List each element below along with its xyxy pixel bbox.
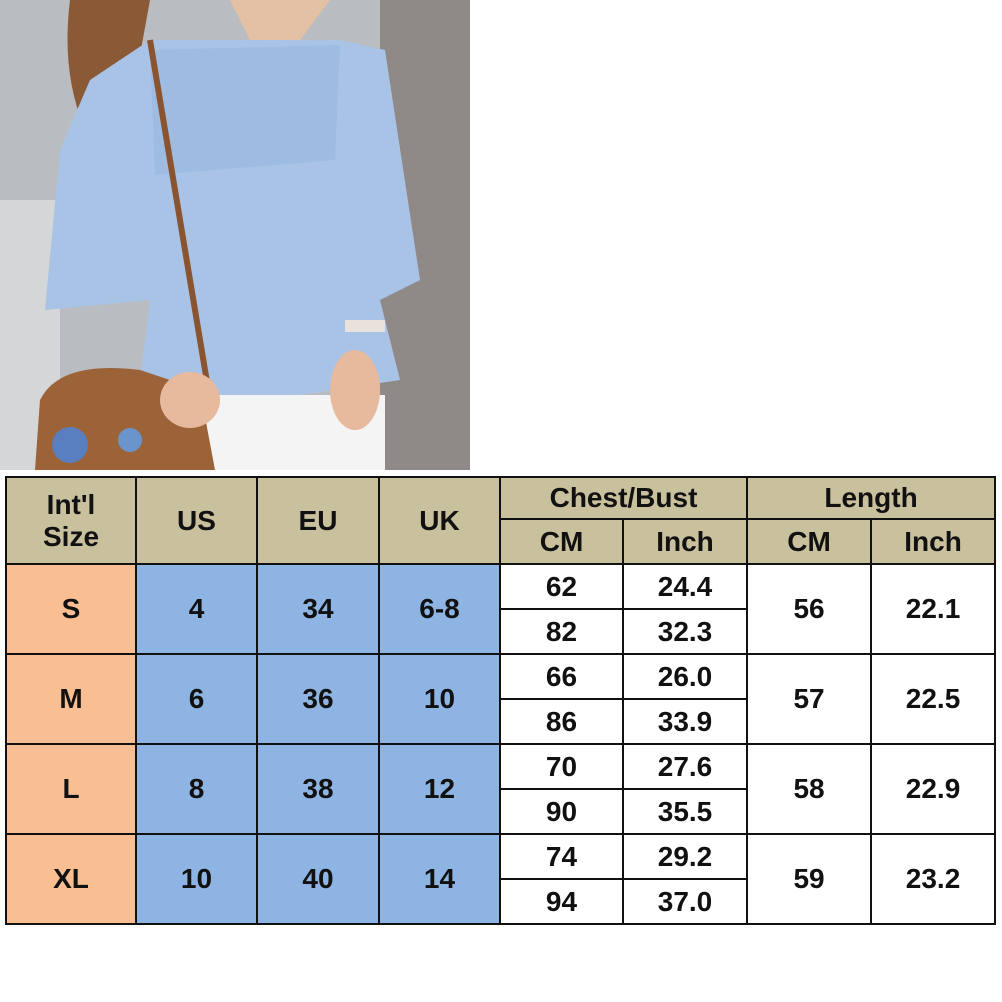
cell-us: 8 [135,743,258,835]
header-eu: EU [256,476,380,565]
cell-us: 10 [135,833,258,925]
header-us: US [135,476,258,565]
cell-uk: 10 [378,653,501,745]
cell-chest-inch: 24.4 [621,563,749,610]
cell-size: XL [5,833,137,925]
cell-chest-inch: 32.3 [621,608,749,655]
header-intl-size: Int'l Size [5,476,137,565]
cell-chest-inch: 26.0 [621,653,749,700]
cell-size: M [5,653,137,745]
cell-chest-cm: 62 [499,563,624,610]
cell-length-inch: 22.5 [870,653,997,745]
header-chest-inch: Inch [621,518,749,565]
table-row: 94 37.0 [6,878,995,925]
cell-chest-cm: 70 [499,743,624,790]
header-chest-cm: CM [499,518,624,565]
cell-us: 4 [135,563,258,655]
cell-us: 6 [135,653,258,745]
table-row: 82 32.3 [6,608,995,655]
product-photo [0,0,470,470]
cell-chest-inch: 37.0 [621,878,749,925]
header-length-cm: CM [746,518,873,565]
cell-length-inch: 23.2 [870,833,997,925]
header-uk: UK [378,476,501,565]
table-row: S 4 34 6-8 62 24.4 56 22.1 [5,563,997,655]
cell-length-inch: 22.1 [870,563,997,655]
table-row: 90 35.5 [6,788,995,835]
table-row: M 6 36 10 66 26.0 57 22.5 [5,653,997,745]
cell-eu: 38 [256,743,380,835]
cell-chest-cm: 82 [499,608,624,655]
table-row: 86 33.9 [6,698,995,745]
header-length: Length [746,476,997,520]
size-chart-table: Int'l Size US EU UK Chest/Bust Length CM… [5,476,997,925]
cell-uk: 6-8 [378,563,501,655]
cell-size: S [5,563,137,655]
cell-size: L [5,743,137,835]
cell-length-cm: 58 [746,743,873,835]
cell-eu: 36 [256,653,380,745]
cell-uk: 12 [378,743,501,835]
cell-eu: 40 [256,833,380,925]
cell-chest-inch: 29.2 [621,833,749,880]
cell-chest-cm: 66 [499,653,624,700]
cell-eu: 34 [256,563,380,655]
cell-chest-inch: 33.9 [621,698,749,745]
header-chest-bust: Chest/Bust [498,476,749,520]
cell-length-inch: 22.9 [870,743,997,835]
cell-uk: 14 [378,833,501,925]
cell-length-cm: 56 [746,563,873,655]
header-row: Int'l Size US EU UK Chest/Bust Length [5,476,997,565]
cell-chest-inch: 35.5 [621,788,749,835]
cell-chest-cm: 90 [499,788,624,835]
cell-length-cm: 57 [746,653,873,745]
header-length-inch: Inch [870,518,997,565]
cell-length-cm: 59 [746,833,873,925]
table-row: L 8 38 12 70 27.6 58 22.9 [5,743,997,835]
cell-chest-cm: 86 [499,698,624,745]
cell-chest-cm: 74 [499,833,624,880]
cell-chest-inch: 27.6 [621,743,749,790]
table-row: XL 10 40 14 74 29.2 59 23.2 [5,833,997,925]
cell-chest-cm: 94 [499,878,624,925]
